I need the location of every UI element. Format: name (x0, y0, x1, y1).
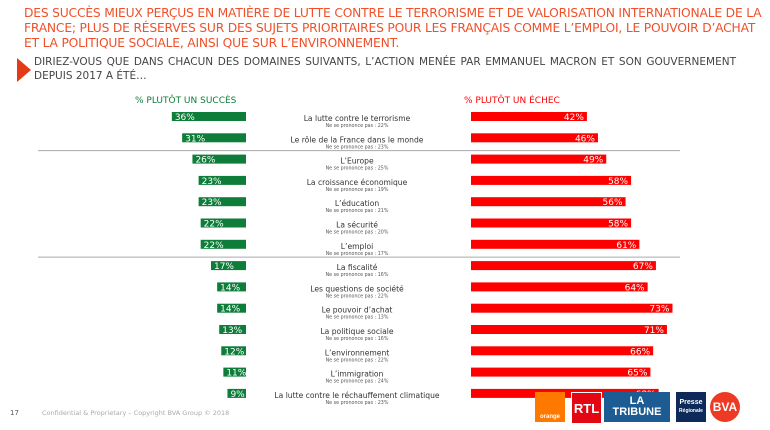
no-opinion-label: Ne se prononce pas : 23% (326, 144, 389, 150)
category-label: La sécurité (336, 221, 378, 230)
category-label: La fiscalité (337, 263, 378, 272)
success-bar (182, 133, 246, 143)
la-tribune-logo: LA TRIBUNE (604, 392, 670, 422)
failure-value-label: 67% (633, 262, 653, 272)
failure-bar (471, 261, 656, 271)
headline: DES SUCCÈS MIEUX PERÇUS EN MATIÈRE DE LU… (24, 6, 762, 50)
success-bar (171, 112, 246, 121)
success-value-label: 22% (204, 220, 224, 230)
failure-value-label: 61% (616, 241, 636, 251)
success-value-label: 31% (185, 134, 205, 144)
no-opinion-label: Ne se prononce pas : 16% (326, 336, 389, 342)
failure-bar (471, 367, 651, 377)
success-value-label: 36% (175, 113, 195, 123)
success-header: % PLUTÔT UN SUCCÈS (135, 96, 237, 106)
category-label: L’Europe (340, 157, 374, 166)
no-opinion-label: Ne se prononce pas : 21% (326, 208, 389, 214)
success-value-label: 26% (195, 156, 215, 166)
success-bar (200, 218, 246, 228)
no-opinion-label: Ne se prononce pas : 22% (326, 123, 389, 129)
success-bar (198, 197, 246, 207)
failure-bar (471, 346, 654, 356)
success-bar (217, 303, 246, 313)
success-bar (210, 261, 246, 271)
failure-value-label: 56% (603, 198, 623, 208)
success-bar (223, 367, 246, 377)
failure-value-label: 58% (608, 177, 628, 187)
category-label: L’emploi (341, 242, 373, 251)
no-opinion-label: Ne se prononce pas : 22% (326, 357, 389, 363)
category-label: L’éducation (335, 199, 380, 208)
triangle-bullet-icon (17, 58, 31, 82)
no-opinion-label: Ne se prononce pas : 17% (326, 251, 389, 257)
failure-value-label: 65% (627, 369, 647, 379)
success-value-label: 13% (222, 326, 242, 336)
page-number: 17 (10, 409, 19, 417)
category-label: L’immigration (331, 370, 384, 379)
failure-bar (471, 239, 640, 249)
no-opinion-label: Ne se prononce pas : 23% (326, 400, 389, 406)
no-opinion-label: Ne se prononce pas : 16% (326, 272, 389, 278)
failure-bar (471, 282, 648, 292)
failure-bar (471, 133, 598, 143)
category-label: Les questions de société (310, 284, 404, 293)
success-value-label: 14% (220, 305, 240, 315)
rtl-logo: RTL (571, 392, 602, 424)
category-label: La croissance économique (307, 178, 408, 187)
failure-bar (471, 112, 587, 121)
failure-value-label: 42% (564, 113, 584, 123)
category-label: La lutte contre le réchauffement climati… (274, 391, 440, 400)
failure-value-label: 49% (583, 156, 603, 166)
category-label: Le rôle de la France dans le monde (291, 135, 424, 144)
failure-value-label: 58% (608, 220, 628, 230)
orange-logo: orange (535, 392, 565, 422)
copyright: Confidential & Proprietary – Copyright B… (42, 409, 230, 417)
success-value-label: 11% (226, 369, 246, 379)
success-bar (200, 239, 246, 249)
failure-bar (471, 175, 632, 185)
success-bar (217, 282, 246, 292)
failure-bar (471, 154, 607, 164)
no-opinion-label: Ne se prononce pas : 24% (326, 379, 389, 385)
failure-bar (471, 303, 673, 313)
success-value-label: 23% (202, 198, 222, 208)
success-bar (227, 388, 246, 398)
no-opinion-label: Ne se prononce pas : 20% (326, 230, 389, 236)
failure-header: % PLUTÔT UN ÉCHEC (464, 96, 560, 106)
failure-value-label: 46% (575, 134, 595, 144)
success-bar (219, 325, 246, 334)
failure-value-label: 71% (644, 326, 664, 336)
no-opinion-label: Ne se prononce pas : 22% (326, 293, 389, 299)
success-bar (192, 154, 246, 164)
no-opinion-label: Ne se prononce pas : 13% (326, 315, 389, 321)
failure-value-label: 73% (649, 305, 669, 315)
success-value-label: 17% (214, 262, 234, 272)
success-value-label: 12% (224, 347, 244, 357)
failure-bar (471, 218, 632, 228)
success-value-label: 9% (230, 390, 245, 400)
category-label: L’environnement (325, 348, 390, 357)
failure-value-label: 64% (625, 283, 645, 293)
success-value-label: 23% (202, 177, 222, 187)
success-bar (198, 175, 246, 185)
bva-logo: BVA (710, 392, 740, 422)
no-opinion-label: Ne se prononce pas : 25% (326, 166, 389, 172)
question: DIRIEZ-VOUS QUE DANS CHACUN DES DOMAINES… (34, 56, 736, 82)
category-label: Le pouvoir d’achat (322, 306, 393, 315)
presse-regionale-logo: Presse Régionale (676, 392, 706, 422)
category-label: La lutte contre le terrorisme (304, 114, 411, 123)
failure-bar (471, 325, 667, 334)
success-value-label: 22% (204, 241, 224, 251)
failure-value-label: 66% (630, 347, 650, 357)
success-bar (221, 346, 246, 356)
failure-bar (471, 197, 626, 207)
no-opinion-label: Ne se prononce pas : 19% (326, 187, 389, 193)
category-label: La politique sociale (320, 327, 393, 336)
success-value-label: 14% (220, 283, 240, 293)
